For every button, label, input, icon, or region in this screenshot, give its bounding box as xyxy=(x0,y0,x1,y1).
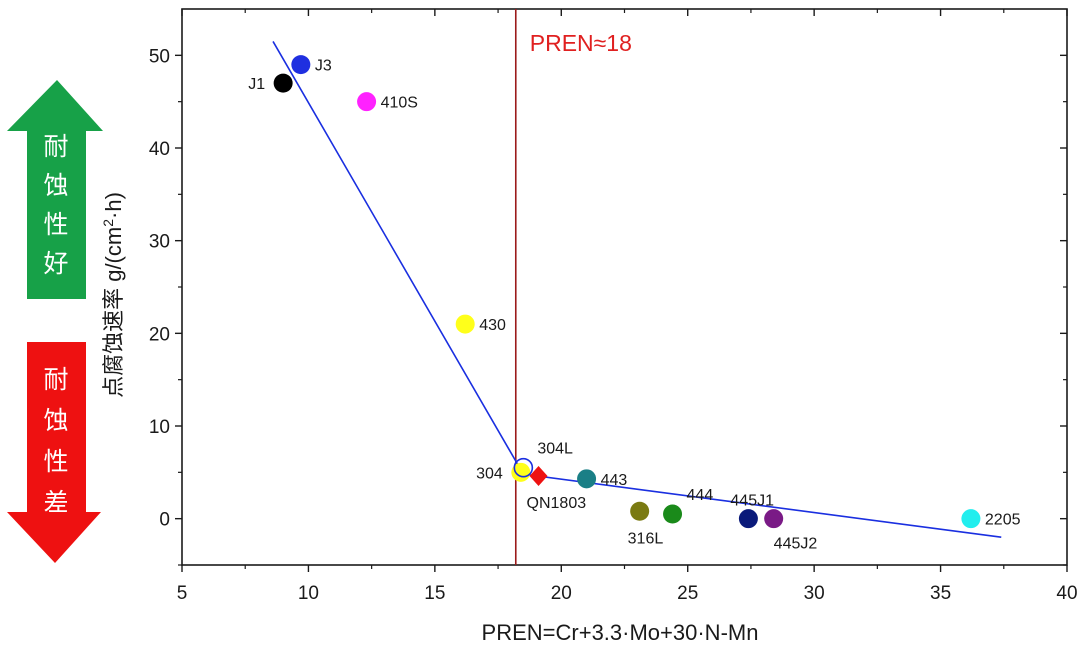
green-up-arrow-icon xyxy=(7,80,103,299)
y-tick-label: 0 xyxy=(159,510,170,531)
point-label-316L: 316L xyxy=(628,530,664,547)
x-tick-label: 25 xyxy=(677,583,698,604)
point-label-J1: J1 xyxy=(248,76,265,93)
red-down-arrow-icon xyxy=(7,342,101,563)
point-label-445J2: 445J2 xyxy=(774,536,818,553)
y-tick-label: 30 xyxy=(149,232,170,253)
point-label-444: 444 xyxy=(687,487,714,504)
good-char-3: 性 xyxy=(43,210,68,239)
y-tick-label: 50 xyxy=(149,46,170,67)
point-2205 xyxy=(961,509,981,529)
y-axis-title-sup: 2 xyxy=(100,219,116,227)
point-430 xyxy=(455,314,475,334)
point-444 xyxy=(663,504,683,524)
y-tick-label: 20 xyxy=(149,324,170,345)
poor-char-2: 蚀 xyxy=(43,406,68,435)
good-char-1: 耐 xyxy=(43,132,68,161)
point-label-445J1: 445J1 xyxy=(730,493,774,510)
poor-char-4: 差 xyxy=(43,488,68,517)
poor-char-1: 耐 xyxy=(43,365,68,394)
data-points: J1 J3 410S 430 304 304L QN1803 443 316L 444 445J1 4… xyxy=(248,55,1021,553)
point-443 xyxy=(577,469,597,489)
good-resistance-arrow: 耐 蚀 性 好 xyxy=(7,80,103,299)
x-tick-label: 30 xyxy=(804,583,825,604)
x-axis-title: PREN=Cr+3.3·Mo+30·N-Mn xyxy=(482,620,759,645)
point-410S xyxy=(357,92,377,112)
y-axis-title-tail: ·h) xyxy=(101,192,126,219)
threshold-label: PREN≈18 xyxy=(530,30,632,56)
point-label-430: 430 xyxy=(479,317,506,334)
y-axis-title-main: 点腐蚀速率 g/(cm xyxy=(101,227,126,398)
poor-char-3: 性 xyxy=(43,447,68,476)
point-445J1 xyxy=(738,509,758,529)
point-label-2205: 2205 xyxy=(985,512,1021,529)
point-label-QN1803: QN1803 xyxy=(527,495,587,512)
point-label-443: 443 xyxy=(601,472,628,489)
poor-resistance-arrow: 耐 蚀 性 差 xyxy=(7,342,101,563)
good-char-2: 蚀 xyxy=(43,171,68,200)
y-tick-label: 10 xyxy=(149,417,170,438)
x-tick-label: 35 xyxy=(930,583,951,604)
y-tick-label: 40 xyxy=(149,139,170,160)
good-char-4: 好 xyxy=(43,249,68,278)
x-axis-ticks: 5 10 15 20 25 30 35 40 xyxy=(177,9,1078,604)
point-316L xyxy=(630,501,650,521)
x-tick-label: 15 xyxy=(424,583,445,604)
point-445J2 xyxy=(764,509,784,529)
point-label-410S: 410S xyxy=(381,95,418,112)
point-QN1803 xyxy=(529,466,548,487)
x-tick-label: 10 xyxy=(298,583,319,604)
y-axis-ticks: 0 10 20 30 40 50 xyxy=(149,46,1067,566)
point-304L xyxy=(513,457,534,478)
point-J1 xyxy=(273,73,293,93)
trend-line xyxy=(272,41,1002,538)
point-label-304: 304 xyxy=(476,465,503,482)
x-tick-label: 20 xyxy=(551,583,572,604)
y-axis-title: 点腐蚀速率 g/(cm2·h) xyxy=(100,192,126,398)
x-tick-label: 40 xyxy=(1056,583,1077,604)
fit-line xyxy=(272,41,1002,538)
point-label-304L: 304L xyxy=(537,441,573,458)
x-tick-label: 5 xyxy=(177,583,188,604)
point-label-J3: J3 xyxy=(315,58,332,75)
point-J3 xyxy=(291,55,311,75)
